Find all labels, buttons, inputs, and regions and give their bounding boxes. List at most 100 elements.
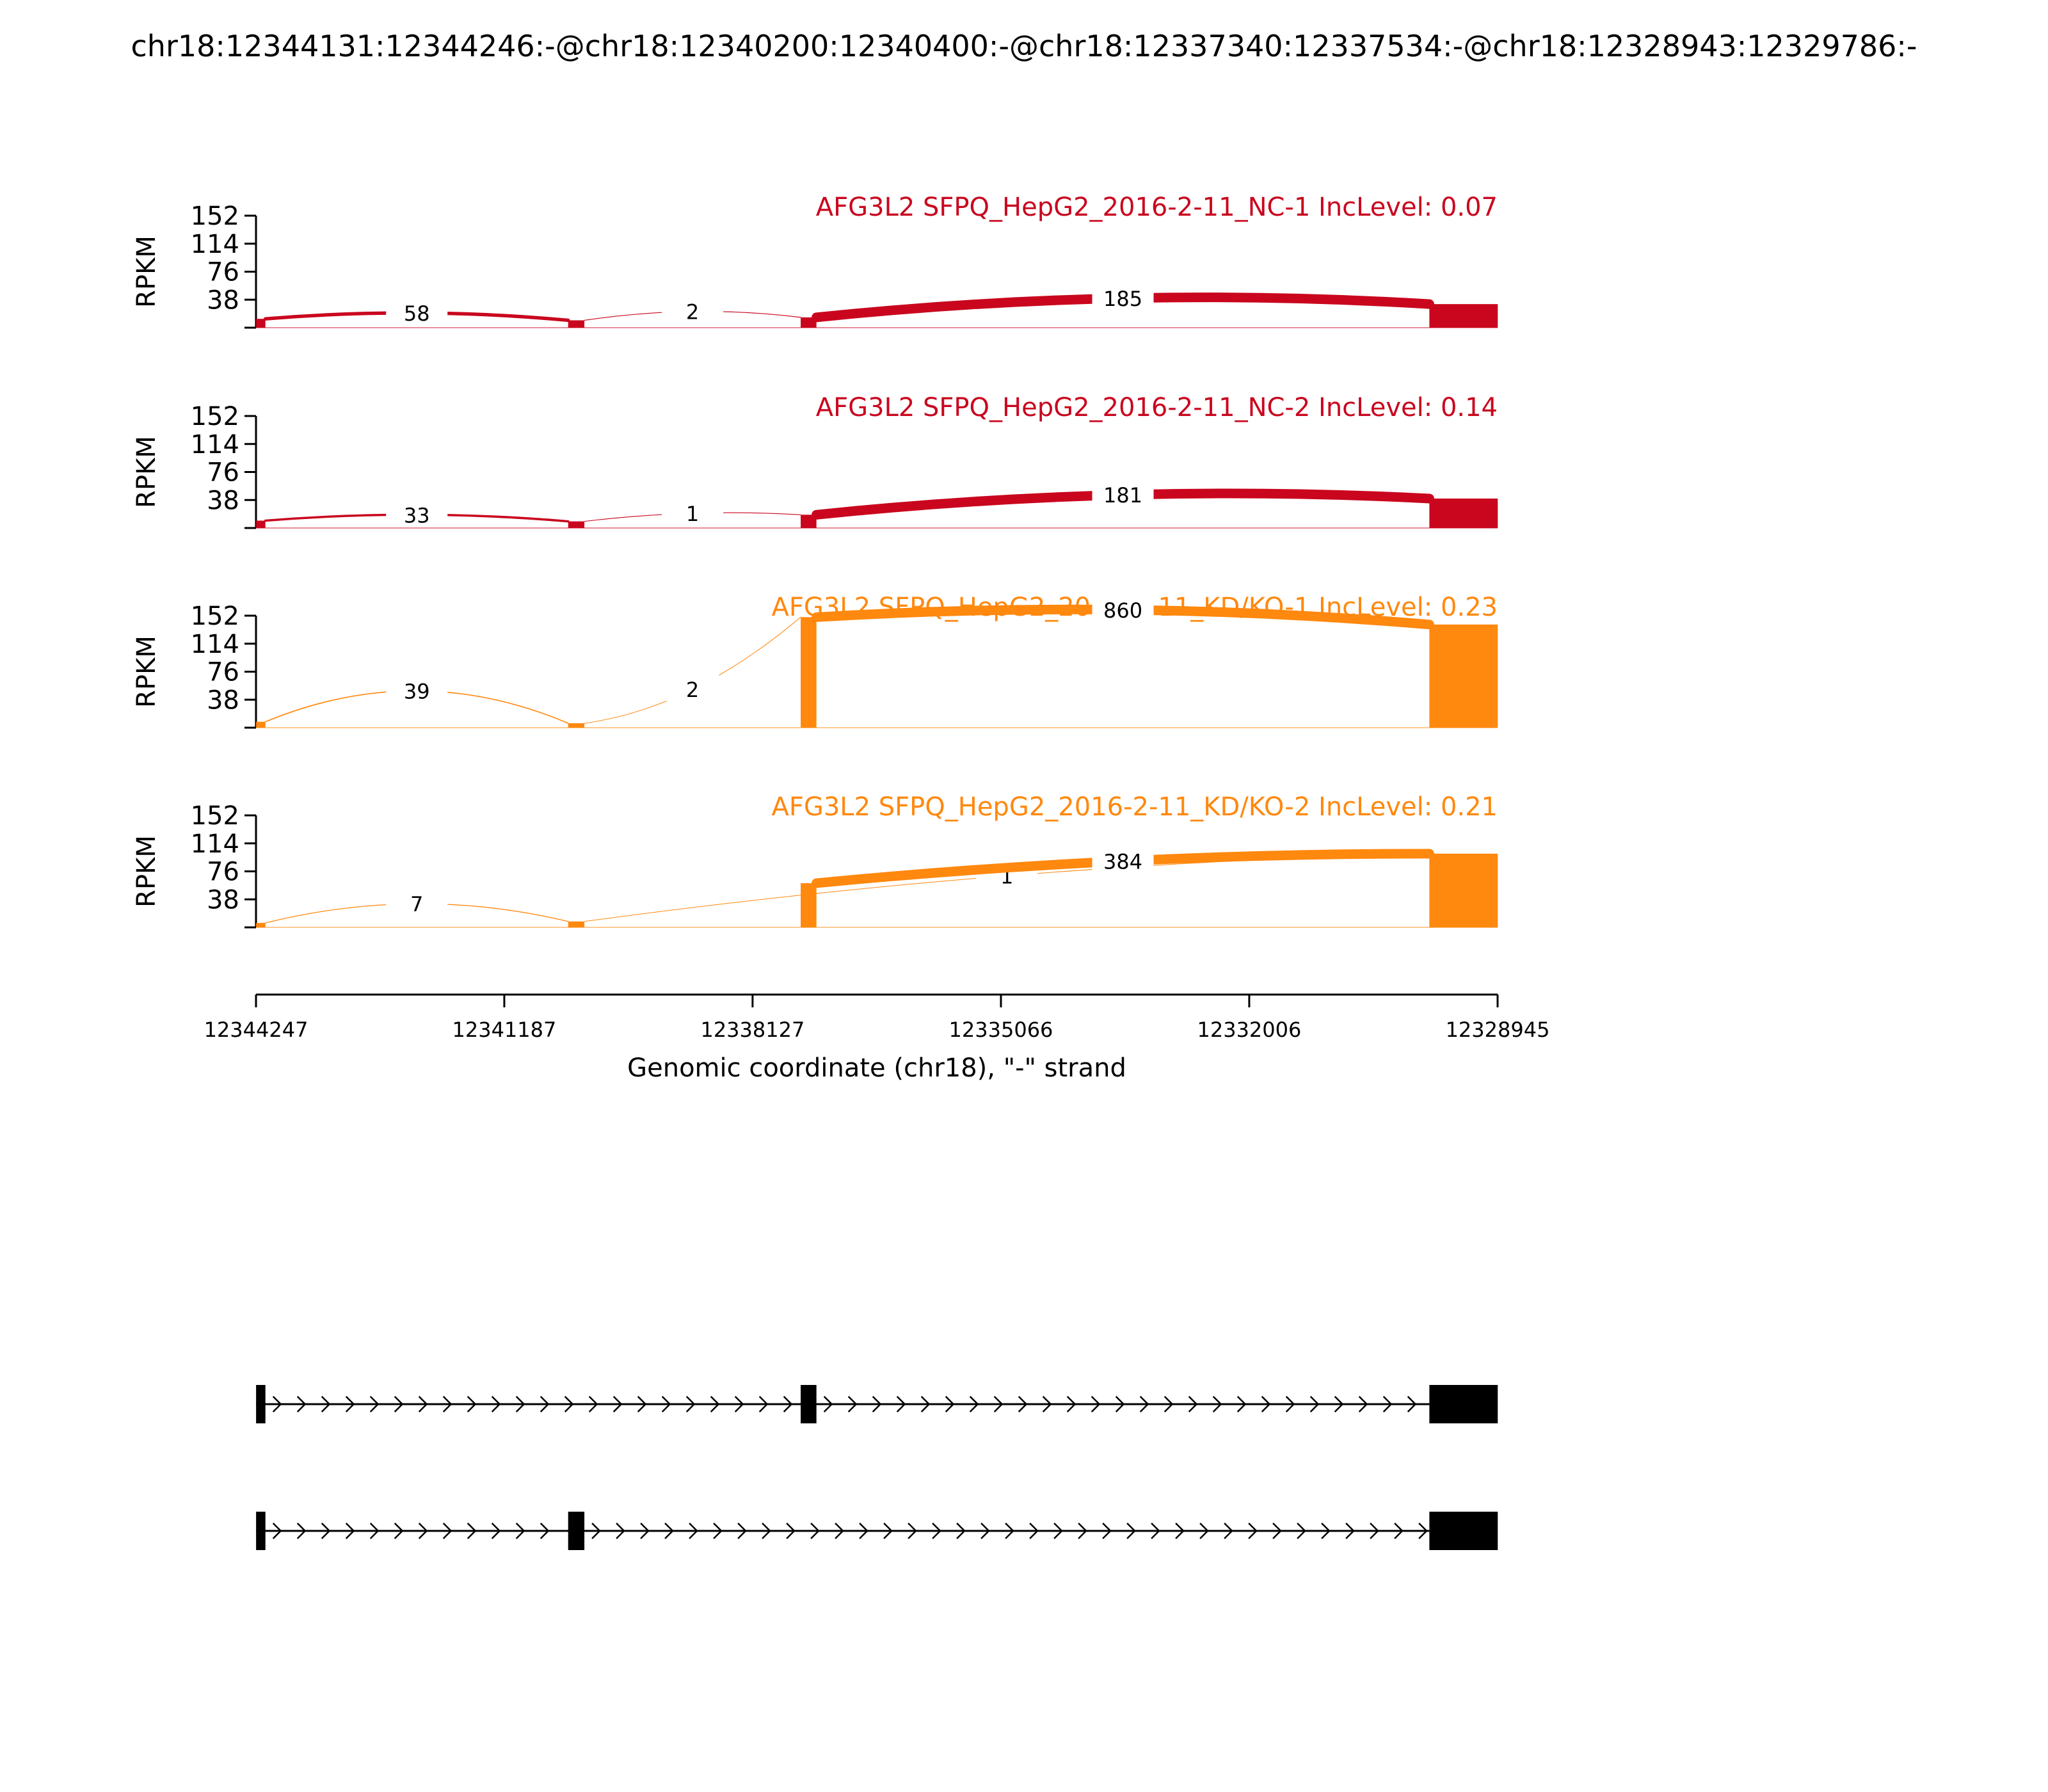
y-tick-label: 114 [191, 829, 239, 859]
junction-label-bg [386, 500, 448, 527]
coverage-exon-A [256, 520, 266, 528]
strand-arrow-icon [786, 1523, 796, 1539]
junction-label-bg [386, 676, 448, 703]
strand-arrow-icon [993, 1396, 1004, 1412]
coverage-exon-B [568, 921, 585, 927]
strand-arrow-icon [1018, 1396, 1028, 1412]
junction-count: 185 [1103, 287, 1142, 311]
strand-arrow-icon [1029, 1523, 1039, 1539]
x-tick-label: 12328945 [1446, 1018, 1550, 1042]
panel-1: AFG3L2 SFPQ_HepG2_2016-2-11_NC-1 IncLeve… [132, 193, 1498, 329]
strand-arrow-icon [1102, 1523, 1112, 1539]
strand-arrow-icon [810, 1523, 820, 1539]
strand-arrow-icon [296, 1396, 307, 1412]
x-tick-label: 12335066 [949, 1018, 1053, 1042]
strand-arrow-icon [1272, 1523, 1282, 1539]
strand-arrow-icon [394, 1396, 404, 1412]
strand-arrow-icon [1042, 1396, 1052, 1412]
strand-arrow-icon [345, 1396, 355, 1412]
y-axis-label: RPKM [132, 236, 161, 308]
strand-arrow-icon [908, 1523, 917, 1539]
strand-arrow-icon [689, 1523, 698, 1539]
strand-arrow-icon [491, 1523, 501, 1539]
y-tick-label: 76 [207, 458, 239, 488]
strand-arrow-icon [1078, 1523, 1087, 1539]
strand-arrow-icon [1309, 1396, 1320, 1412]
strand-arrow-icon [272, 1396, 282, 1412]
y-tick-label: 76 [207, 658, 239, 687]
junction-label-bg [1092, 595, 1154, 621]
isoform-exon-A [256, 1512, 266, 1550]
panel-2: AFG3L2 SFPQ_HepG2_2016-2-11_NC-2 IncLeve… [132, 393, 1498, 529]
coverage-exon-B [568, 521, 585, 528]
strand-arrow-icon [980, 1523, 990, 1539]
strand-arrow-icon [758, 1396, 769, 1412]
y-tick-label: 38 [207, 885, 239, 915]
junction-label-bg [386, 298, 448, 324]
strand-arrow-icon [1199, 1523, 1209, 1539]
strand-arrow-icon [734, 1396, 744, 1412]
junction-count: 1 [686, 502, 699, 526]
strand-arrow-icon [920, 1396, 931, 1412]
coverage-exon-C [801, 515, 817, 528]
panel-4: AFG3L2 SFPQ_HepG2_2016-2-11_KD/KO-2 IncL… [132, 792, 1498, 929]
junction-label-bg [1092, 284, 1154, 310]
strand-arrow-icon [442, 1523, 452, 1539]
y-tick-label: 38 [207, 486, 239, 515]
strand-arrow-icon [710, 1396, 720, 1412]
strand-arrow-icon [956, 1523, 966, 1539]
strand-arrow-icon [418, 1396, 428, 1412]
strand-arrow-icon [467, 1523, 477, 1539]
strand-arrow-icon [1066, 1396, 1076, 1412]
coverage-panels: AFG3L2 SFPQ_HepG2_2016-2-11_NC-1 IncLeve… [132, 193, 1498, 929]
x-tick-label: 12338127 [700, 1018, 804, 1042]
junction-count: 860 [1103, 598, 1142, 623]
strand-arrow-icon [1248, 1523, 1258, 1539]
y-tick-label: 76 [207, 258, 239, 287]
strand-arrow-icon [369, 1523, 380, 1539]
x-tick-label: 12341187 [452, 1018, 557, 1042]
strand-arrow-icon [1151, 1523, 1160, 1539]
strand-arrow-icon [467, 1396, 477, 1412]
strand-arrow-icon [969, 1396, 979, 1412]
strand-arrow-icon [369, 1396, 380, 1412]
junction-count: 33 [404, 503, 430, 527]
strand-arrow-icon [835, 1523, 844, 1539]
coverage-exon-D [1429, 624, 1498, 728]
y-axis-label: RPKM [132, 436, 161, 508]
strand-arrow-icon [1297, 1523, 1306, 1539]
strand-arrow-icon [637, 1396, 647, 1412]
junction-count: 7 [410, 892, 423, 916]
strand-arrow-icon [591, 1523, 601, 1539]
strand-arrow-icon [296, 1523, 307, 1539]
junction-label-bg [662, 297, 724, 323]
junction-label-bg [386, 890, 448, 916]
strand-arrow-icon [737, 1523, 747, 1539]
panel-label: AFG3L2 SFPQ_HepG2_2016-2-11_NC-1 IncLeve… [816, 193, 1498, 222]
coverage-exon-D [1429, 304, 1498, 328]
strand-arrow-icon [762, 1523, 771, 1539]
x-tick-label: 12332006 [1197, 1018, 1301, 1042]
coverage-exon-A [256, 319, 266, 328]
y-tick-label: 38 [207, 685, 239, 715]
strand-arrow-icon [1418, 1523, 1428, 1539]
strand-arrow-icon [616, 1523, 625, 1539]
junction-count: 2 [686, 300, 699, 324]
strand-arrow-icon [945, 1396, 955, 1412]
y-tick-label: 152 [191, 801, 239, 831]
isoform-tracks [256, 1385, 1498, 1550]
y-axis-label: RPKM [132, 636, 161, 708]
strand-arrow-icon [823, 1396, 833, 1412]
junction-count: 181 [1103, 483, 1142, 508]
strand-arrow-icon [685, 1396, 696, 1412]
strand-arrow-icon [1334, 1396, 1344, 1412]
strand-arrow-icon [515, 1523, 525, 1539]
isoform-1 [256, 1385, 1498, 1423]
strand-arrow-icon [932, 1523, 941, 1539]
strand-arrow-icon [418, 1523, 428, 1539]
strand-arrow-icon [1358, 1396, 1368, 1412]
strand-arrow-icon [1053, 1523, 1063, 1539]
strand-arrow-icon [883, 1523, 893, 1539]
junction-label-bg [1092, 847, 1154, 873]
